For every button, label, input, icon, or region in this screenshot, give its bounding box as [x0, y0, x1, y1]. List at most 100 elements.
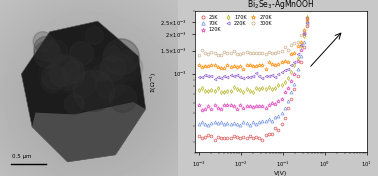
170K: [263, 87, 268, 90]
25K: [324, 3, 328, 5]
120K: [318, 1, 322, 3]
300K: [289, 44, 293, 46]
Circle shape: [86, 57, 110, 80]
220K: [282, 69, 287, 71]
Circle shape: [62, 61, 85, 83]
300K: [228, 52, 233, 54]
70K: [222, 123, 226, 125]
170K: [311, 3, 316, 5]
170K: [286, 77, 290, 79]
220K: [279, 71, 284, 73]
170K: [276, 84, 281, 86]
270K: [273, 64, 277, 66]
170K: [318, 3, 322, 5]
120K: [279, 98, 284, 100]
220K: [241, 77, 246, 79]
Circle shape: [99, 54, 136, 91]
170K: [238, 89, 242, 91]
70K: [225, 122, 230, 124]
170K: [235, 88, 239, 90]
300K: [279, 50, 284, 52]
300K: [349, 1, 354, 3]
70K: [273, 116, 277, 118]
300K: [302, 30, 306, 32]
Circle shape: [50, 56, 85, 90]
170K: [302, 34, 306, 37]
25K: [197, 135, 201, 137]
25K: [308, 5, 313, 7]
220K: [257, 75, 262, 77]
170K: [219, 90, 223, 93]
270K: [311, 3, 316, 5]
220K: [251, 75, 255, 77]
120K: [308, 1, 313, 3]
120K: [327, 1, 332, 3]
70K: [260, 120, 265, 122]
220K: [200, 76, 204, 78]
120K: [305, 17, 309, 19]
270K: [321, 0, 325, 2]
300K: [215, 54, 220, 56]
70K: [349, 1, 354, 4]
25K: [251, 137, 255, 139]
220K: [266, 75, 271, 77]
Circle shape: [73, 70, 115, 111]
Text: 0.5 μm: 0.5 μm: [12, 154, 32, 159]
120K: [282, 90, 287, 93]
70K: [308, 1, 313, 3]
300K: [343, 2, 348, 4]
25K: [219, 137, 223, 140]
220K: [219, 77, 223, 79]
70K: [244, 122, 249, 124]
300K: [244, 51, 249, 54]
120K: [302, 33, 306, 35]
Circle shape: [103, 39, 139, 75]
25K: [228, 137, 233, 139]
25K: [349, 4, 354, 6]
300K: [248, 52, 252, 54]
220K: [225, 76, 230, 78]
25K: [330, 4, 335, 6]
220K: [244, 76, 249, 78]
Circle shape: [44, 40, 68, 64]
Circle shape: [34, 36, 59, 61]
170K: [260, 87, 265, 89]
25K: [286, 107, 290, 109]
25K: [337, 2, 341, 5]
120K: [299, 49, 303, 51]
270K: [203, 65, 208, 67]
220K: [308, 5, 313, 7]
25K: [292, 88, 297, 90]
120K: [276, 100, 281, 102]
170K: [343, 1, 348, 3]
300K: [346, 1, 351, 4]
300K: [241, 52, 246, 54]
220K: [254, 72, 259, 74]
270K: [263, 68, 268, 70]
120K: [203, 108, 208, 111]
25K: [289, 98, 293, 100]
Legend: 25K, 70K, 120K, 170K, 220K, 270K, 300K: 25K, 70K, 120K, 170K, 220K, 270K, 300K: [197, 14, 273, 33]
300K: [308, 9, 313, 11]
170K: [337, 1, 341, 3]
220K: [324, 3, 328, 5]
25K: [273, 127, 277, 129]
170K: [212, 90, 217, 92]
70K: [248, 124, 252, 126]
Line: 170K: 170K: [197, 0, 356, 93]
70K: [263, 120, 268, 122]
300K: [225, 52, 230, 54]
300K: [260, 52, 265, 55]
Circle shape: [100, 56, 125, 81]
170K: [289, 71, 293, 73]
25K: [212, 139, 217, 141]
300K: [251, 52, 255, 54]
220K: [346, 0, 351, 2]
270K: [200, 65, 204, 68]
70K: [238, 124, 242, 126]
120K: [353, 2, 357, 4]
170K: [241, 91, 246, 93]
120K: [314, 2, 319, 4]
70K: [286, 100, 290, 102]
270K: [353, 1, 357, 3]
